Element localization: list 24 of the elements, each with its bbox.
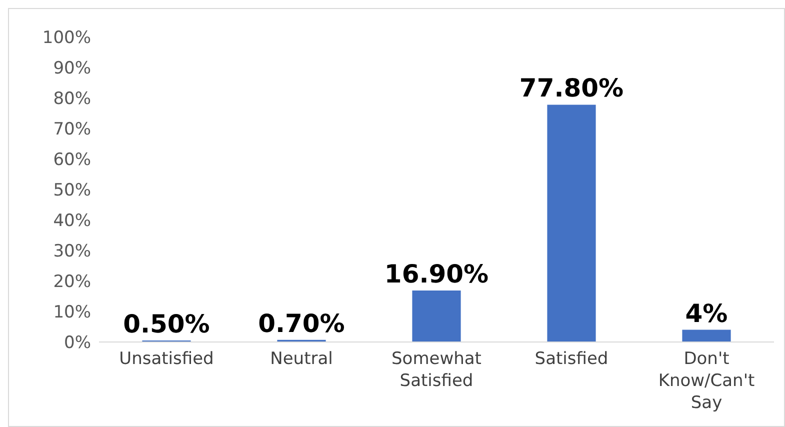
y-tick-label: 40% — [53, 211, 91, 232]
x-tick-label: Unsatisfied — [119, 349, 214, 369]
y-tick-label: 50% — [53, 180, 91, 201]
bar — [682, 330, 731, 342]
y-tick-label: 70% — [53, 120, 91, 140]
bar — [547, 104, 596, 342]
data-label: 16.90% — [384, 259, 489, 288]
y-tick-label: 100% — [42, 28, 91, 48]
x-tick-label: Don't Know/Can't Say — [658, 349, 756, 413]
y-tick-label: 80% — [53, 89, 91, 110]
x-tick-label: Satisfied — [534, 349, 608, 369]
y-tick-label: 30% — [53, 242, 91, 262]
data-label: 4% — [685, 298, 728, 328]
y-tick-label: 60% — [53, 150, 91, 170]
x-tick-label: Somewhat Satisfied — [392, 349, 482, 391]
y-tick-label: 90% — [53, 58, 91, 79]
y-tick-label: 10% — [53, 302, 91, 323]
y-tick-label: 0% — [64, 333, 91, 354]
data-label: 77.80% — [519, 74, 624, 103]
x-tick-label: Neutral — [270, 349, 333, 369]
data-label: 0.50% — [123, 309, 210, 338]
bar — [412, 290, 461, 342]
y-tick-label: 20% — [53, 272, 91, 292]
data-label: 0.70% — [258, 308, 345, 338]
